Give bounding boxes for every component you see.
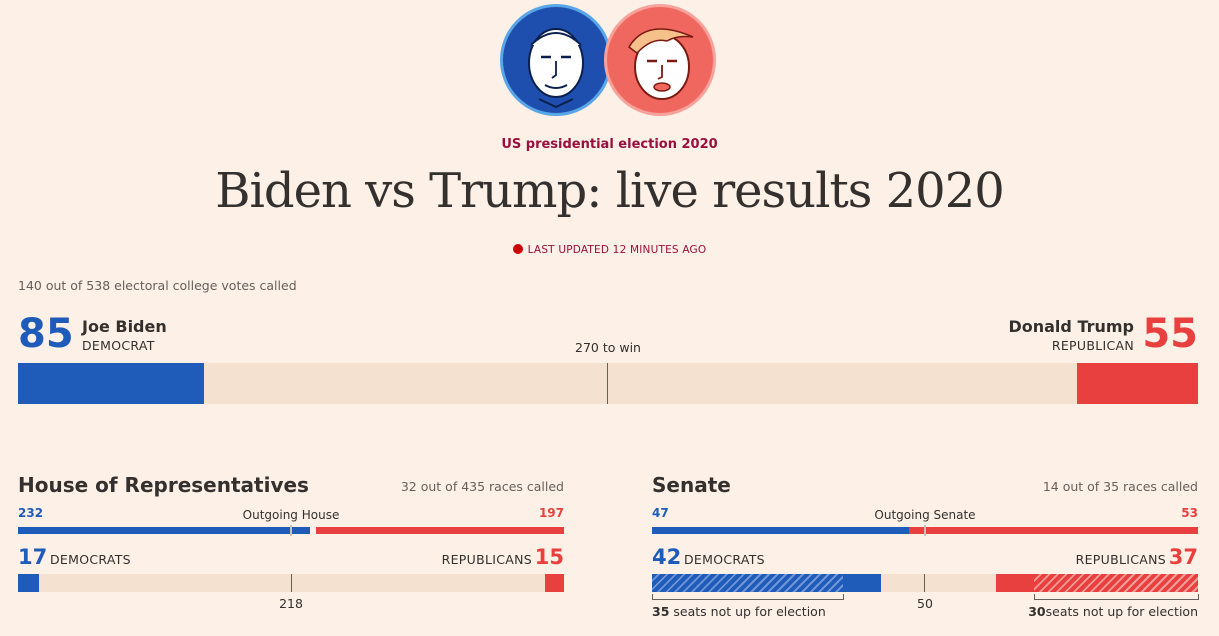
win-threshold-line xyxy=(607,363,608,404)
senate-title: Senate xyxy=(652,473,731,497)
house-outgoing-majority-tick xyxy=(290,525,292,536)
house-dem-bar xyxy=(18,574,39,592)
trump-electoral-bar xyxy=(1077,363,1198,404)
senate-races-called: 14 out of 35 races called xyxy=(1042,479,1198,494)
senate-dem-not-up-bar xyxy=(652,574,843,592)
senate-dem-not-up-num: 35 xyxy=(652,604,670,619)
section-kicker[interactable]: US presidential election 2020 xyxy=(501,137,718,152)
house-rep-count: 15 xyxy=(534,545,564,569)
house-rep-label: REPUBLICANS xyxy=(441,552,532,567)
senate-rep-not-up-note: 30seats not up for election xyxy=(1028,604,1198,619)
house-majority-line xyxy=(291,574,292,592)
biden-electoral-bar xyxy=(18,363,204,404)
senate-outgoing-rep: 53 xyxy=(1181,506,1198,520)
biden-portrait xyxy=(500,4,612,116)
senate-outgoing-dem: 47 xyxy=(652,506,669,520)
senate-dem-not-up-bracket xyxy=(652,594,844,600)
house-outgoing-dem-bar xyxy=(18,527,310,534)
senate-rep-not-up-bracket xyxy=(1034,594,1199,600)
senate-rep-not-up-num: 30 xyxy=(1028,604,1046,619)
senate-rep-count: 37 xyxy=(1168,545,1198,569)
senate-dem-not-up-text: seats not up for election xyxy=(673,604,826,619)
house-rep-bar xyxy=(545,574,564,592)
to-win-label: 270 to win xyxy=(575,340,641,355)
senate-rep-called-bar xyxy=(996,574,1034,592)
senate-rep-label: REPUBLICANS xyxy=(1075,552,1166,567)
house-outgoing-rep-bar xyxy=(316,527,564,534)
senate-dem-called-bar xyxy=(843,574,881,592)
senate-outgoing-label: Outgoing Senate xyxy=(874,508,976,522)
senate-majority-label: 50 xyxy=(917,596,933,611)
trump-portrait xyxy=(604,4,716,116)
senate-dem-label: DEMOCRATS xyxy=(684,552,765,567)
electoral-votes-called: 140 out of 538 electoral college votes c… xyxy=(18,278,297,293)
trump-name: Donald Trump xyxy=(1008,317,1134,336)
senate-outgoing-rep-bar xyxy=(909,527,1198,534)
trump-party: REPUBLICAN xyxy=(1051,338,1134,353)
last-updated-text: LAST UPDATED 12 MINUTES AGO xyxy=(527,244,707,256)
house-outgoing-dem: 232 xyxy=(18,506,44,520)
house-majority-label: 218 xyxy=(279,596,303,611)
page-title: Biden vs Trump: live results 2020 xyxy=(215,163,1005,219)
house-outgoing-rep: 197 xyxy=(538,506,564,520)
house-title: House of Representatives xyxy=(18,473,309,497)
house-races-called: 32 out of 435 races called xyxy=(400,479,564,494)
senate-majority-line xyxy=(924,574,925,592)
house-outgoing-label: Outgoing House xyxy=(242,508,340,522)
senate-rep-not-up-text: seats not up for election xyxy=(1045,604,1198,619)
electoral-bar xyxy=(18,363,1198,404)
biden-electoral-votes: 85 xyxy=(18,311,74,357)
trump-electoral-votes: 55 xyxy=(1142,311,1198,357)
senate-outgoing-majority-tick xyxy=(924,525,926,536)
last-updated: LAST UPDATED 12 MINUTES AGO xyxy=(0,244,1219,256)
senate-rep-not-up-bar xyxy=(1034,574,1198,592)
senate-dem-count: 42 xyxy=(652,545,682,569)
biden-party: DEMOCRAT xyxy=(82,338,155,353)
senate-outgoing-dem-bar xyxy=(652,527,909,534)
house-dem-label: DEMOCRATS xyxy=(50,552,131,567)
live-dot-icon xyxy=(512,244,523,254)
biden-name: Joe Biden xyxy=(82,317,167,336)
senate-dem-not-up-note: 35 seats not up for election xyxy=(652,604,826,619)
house-dem-count: 17 xyxy=(18,545,48,569)
